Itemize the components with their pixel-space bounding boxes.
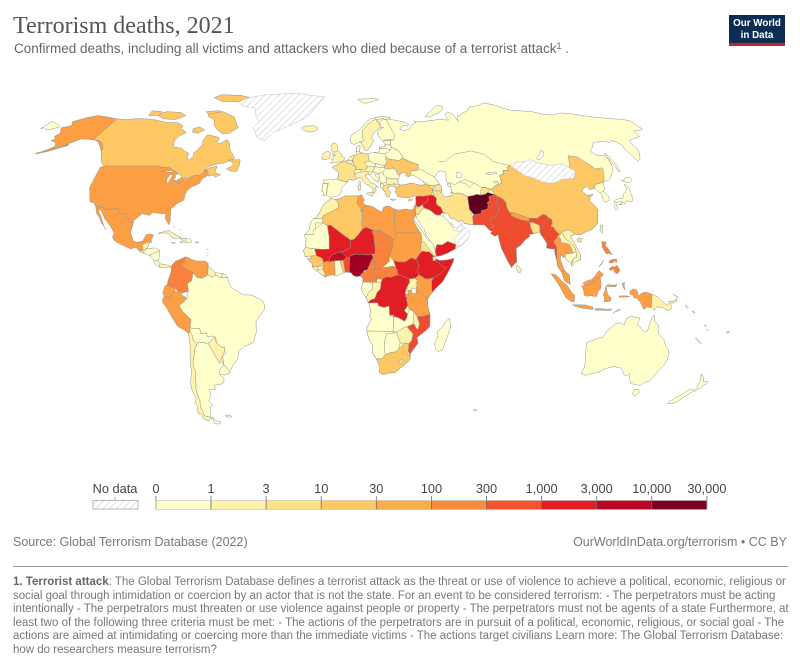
svg-text:1,000: 1,000 [526,481,558,496]
svg-text:100: 100 [421,481,442,496]
svg-text:10: 10 [314,481,328,496]
svg-text:3,000: 3,000 [581,481,613,496]
svg-text:No data: No data [93,481,139,496]
svg-text:10,000: 10,000 [632,481,671,496]
svg-text:1: 1 [207,481,214,496]
svg-text:30,000: 30,000 [687,481,726,496]
svg-text:3: 3 [263,481,270,496]
svg-text:30: 30 [369,481,383,496]
svg-text:0: 0 [152,481,159,496]
svg-text:300: 300 [476,481,497,496]
